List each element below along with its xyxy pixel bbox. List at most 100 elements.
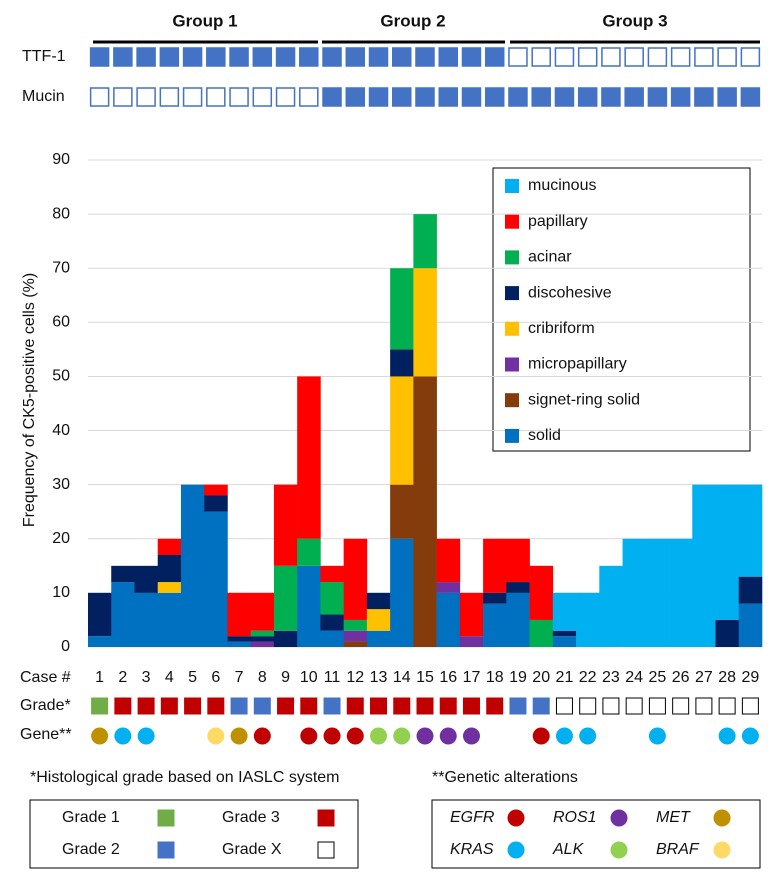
x-tick-label: 27 xyxy=(695,669,713,686)
marker-square xyxy=(159,47,180,67)
bar-segment xyxy=(483,603,507,647)
legend-label: acinar xyxy=(528,249,572,266)
marker-square xyxy=(368,87,389,107)
marker-square xyxy=(159,87,180,107)
bar-segment xyxy=(250,630,275,637)
bar-segment xyxy=(599,565,623,647)
marker-square xyxy=(601,47,621,67)
bar-segment xyxy=(506,538,530,583)
bar-segment xyxy=(227,636,251,642)
grade-square xyxy=(137,697,155,715)
row-label: Gene** xyxy=(20,726,72,743)
legend-swatch xyxy=(505,214,519,229)
bar-segment xyxy=(366,592,391,610)
marker-square xyxy=(670,47,691,67)
grade-square xyxy=(323,697,341,715)
gene-dot xyxy=(346,727,364,745)
marker-square xyxy=(206,87,226,107)
bar-segment xyxy=(273,630,298,647)
legend-label: papillary xyxy=(528,213,588,230)
gene-dot xyxy=(416,727,434,745)
marker-square xyxy=(206,47,226,67)
bar-segment xyxy=(204,484,228,496)
bar-segment xyxy=(157,582,182,593)
bar-segment xyxy=(413,214,437,269)
bar-segment xyxy=(645,538,670,647)
bar-segment xyxy=(320,614,344,631)
bar-segment xyxy=(134,565,159,593)
bar-segment xyxy=(297,376,321,539)
gene-legend-title: **Genetic alterations xyxy=(432,769,578,786)
gene-legend-label: ROS1 xyxy=(553,809,597,826)
legend-label: micropapillary xyxy=(528,356,627,373)
bar-segment xyxy=(134,592,159,647)
grade-square xyxy=(207,697,225,715)
grade-square xyxy=(253,697,271,715)
marker-square xyxy=(670,87,691,107)
marker-square xyxy=(740,47,761,67)
x-tick-label: 26 xyxy=(672,669,690,686)
marker-square xyxy=(113,47,133,67)
marker-square xyxy=(508,47,528,67)
bar-segment xyxy=(576,592,600,647)
bar-segment xyxy=(320,565,344,583)
marker-square xyxy=(647,47,668,67)
bar-segment xyxy=(180,484,205,647)
bar-segment xyxy=(390,538,414,647)
x-tick-label: 7 xyxy=(235,669,244,686)
bar-segment xyxy=(738,576,763,604)
grade-square xyxy=(486,697,504,715)
marker-square xyxy=(182,47,203,67)
grade-square xyxy=(462,697,480,715)
marker-square xyxy=(577,47,598,67)
grade-square xyxy=(370,697,388,715)
bar-segment xyxy=(390,268,414,350)
bar-segment xyxy=(738,484,763,577)
legend-label: mucinous xyxy=(528,177,596,194)
bar-segment xyxy=(436,592,461,647)
bar-segment xyxy=(88,636,112,647)
grade-square xyxy=(439,697,457,715)
x-tick-label: 18 xyxy=(486,669,504,686)
marker-square xyxy=(229,47,249,67)
group-label: Group 1 xyxy=(172,11,237,30)
marker-square xyxy=(275,87,296,107)
legend-box xyxy=(492,167,751,452)
marker-square xyxy=(461,47,482,67)
x-tick-label: 20 xyxy=(532,669,550,686)
marker-square xyxy=(601,87,621,107)
marker-square xyxy=(577,87,598,107)
legend-swatch xyxy=(505,321,519,336)
gene-legend-dot xyxy=(713,809,731,827)
gene-dot xyxy=(439,727,457,745)
grade-legend-swatch xyxy=(317,841,335,859)
gene-legend-box xyxy=(431,799,761,869)
legend-swatch xyxy=(505,179,519,193)
x-tick-label: 17 xyxy=(463,669,481,686)
x-tick-label: 1 xyxy=(95,669,104,686)
bar-segment xyxy=(390,376,414,485)
bar-segment xyxy=(343,538,368,620)
gene-legend-label: EGFR xyxy=(450,809,495,826)
bar-segment xyxy=(692,484,716,647)
marker-square xyxy=(531,47,551,67)
x-tick-label: 15 xyxy=(416,669,434,686)
grade-square xyxy=(160,697,178,715)
gene-dot xyxy=(370,727,388,745)
gene-legend-label: ALK xyxy=(552,841,585,858)
marker-square xyxy=(484,87,505,107)
marker-square xyxy=(89,47,110,67)
marker-square xyxy=(299,47,319,67)
gene-dot xyxy=(462,727,480,745)
legend-label: discohesive xyxy=(528,284,612,301)
marker-square xyxy=(415,47,435,67)
bar-segment xyxy=(297,538,321,566)
y-tick-label: 60 xyxy=(52,314,70,331)
x-tick-label: 6 xyxy=(211,669,220,686)
x-tick-label: 8 xyxy=(258,669,267,686)
grade-square xyxy=(579,697,597,715)
grade-square xyxy=(91,697,109,715)
grade-square xyxy=(184,697,202,715)
bar-segment xyxy=(738,603,763,647)
bar-segment xyxy=(390,484,414,539)
